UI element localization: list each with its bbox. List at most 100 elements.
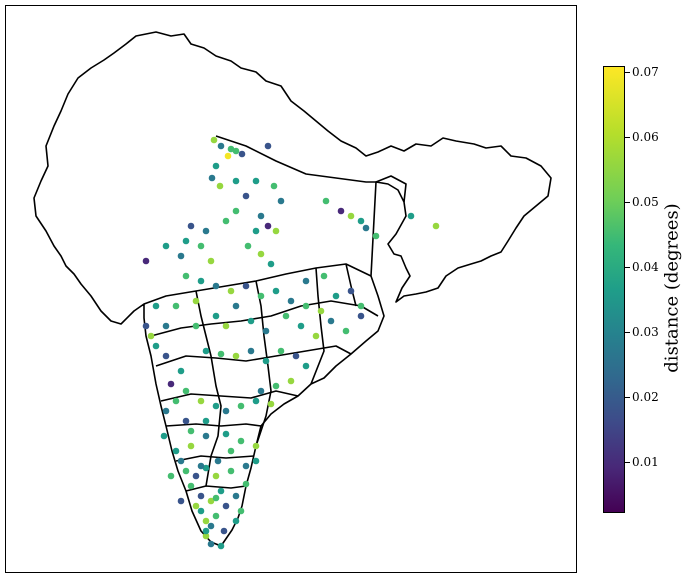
station-point <box>220 527 228 535</box>
colorbar-tick-label: 0.06 <box>632 130 659 144</box>
station-point <box>202 432 210 440</box>
station-point <box>207 522 215 530</box>
india-map <box>33 31 552 550</box>
station-point <box>197 242 205 250</box>
colorbar-tick <box>625 137 630 138</box>
division-boundary-5 <box>165 423 262 427</box>
station-point <box>167 380 175 388</box>
station-point <box>237 437 245 445</box>
station-point <box>227 145 235 153</box>
station-point <box>222 217 230 225</box>
station-point <box>302 277 310 285</box>
station-point <box>237 402 245 410</box>
division-boundary-2 <box>150 300 379 337</box>
division-boundary-11 <box>345 263 357 307</box>
station-point <box>172 447 180 455</box>
station-point <box>357 217 365 225</box>
station-point <box>252 177 260 185</box>
station-point <box>177 367 185 375</box>
station-point <box>212 402 220 410</box>
country-outline <box>33 31 552 547</box>
division-boundary-3 <box>155 345 352 367</box>
station-point <box>192 297 200 305</box>
station-point <box>372 232 380 240</box>
colorbar-tick-label: 0.03 <box>632 325 659 339</box>
station-point <box>212 472 220 480</box>
station-point <box>432 222 440 230</box>
station-point <box>252 457 260 465</box>
station-point <box>282 312 290 320</box>
station-point <box>162 352 170 360</box>
station-point <box>207 497 215 505</box>
station-point <box>192 472 200 480</box>
station-point <box>202 532 210 540</box>
station-point <box>302 302 310 310</box>
station-point <box>347 287 355 295</box>
station-point <box>407 212 415 220</box>
colorbar <box>603 66 625 513</box>
station-point <box>197 277 205 285</box>
colorbar-tick <box>625 332 630 333</box>
colorbar-tick <box>625 267 630 268</box>
station-point <box>162 407 170 415</box>
station-point <box>187 442 195 450</box>
station-point <box>244 242 252 250</box>
map-frame <box>5 5 577 573</box>
station-point <box>197 462 205 470</box>
station-point <box>152 342 160 350</box>
station-point <box>272 382 280 390</box>
station-point <box>317 307 325 315</box>
division-boundary-8 <box>195 290 222 487</box>
station-point <box>224 152 232 160</box>
colorbar-tick <box>625 397 630 398</box>
northern-boundary <box>215 135 376 183</box>
station-point <box>257 292 265 300</box>
station-point <box>347 212 355 220</box>
station-point <box>202 464 210 472</box>
station-point <box>264 222 272 230</box>
station-point <box>287 297 295 305</box>
station-point <box>262 357 270 365</box>
station-point <box>292 352 300 360</box>
station-point <box>216 182 224 190</box>
station-point <box>227 447 235 455</box>
station-point <box>197 492 205 500</box>
station-point <box>267 400 275 408</box>
station-point <box>187 427 195 435</box>
station-point <box>172 302 180 310</box>
station-point <box>227 287 235 295</box>
station-point <box>252 397 260 405</box>
station-point <box>357 312 365 320</box>
station-point <box>177 497 185 505</box>
station-point <box>267 260 275 268</box>
station-point <box>172 397 180 405</box>
station-point <box>242 282 250 290</box>
station-point <box>147 332 155 340</box>
station-point <box>232 352 240 360</box>
station-point <box>277 347 285 355</box>
station-point <box>202 527 210 535</box>
station-point <box>252 227 260 235</box>
station-point <box>207 257 215 265</box>
station-point <box>214 457 222 465</box>
station-point <box>322 197 330 205</box>
station-point <box>202 417 210 425</box>
station-point <box>162 322 170 330</box>
station-point <box>177 252 185 260</box>
station-point <box>242 192 250 200</box>
station-point <box>232 177 240 185</box>
station-point <box>142 322 150 330</box>
station-point <box>187 482 195 490</box>
colorbar-tick-label: 0.05 <box>632 195 659 209</box>
station-point <box>222 407 230 415</box>
division-boundary-4 <box>160 390 299 402</box>
division-boundary-6 <box>175 455 255 462</box>
colorbar-tick-label: 0.04 <box>632 260 659 274</box>
station-point <box>232 517 240 525</box>
station-point <box>182 417 190 425</box>
station-point <box>287 377 295 385</box>
station-point <box>332 292 340 300</box>
station-point <box>257 250 265 258</box>
colorbar-tick-label: 0.01 <box>632 455 659 469</box>
station-point <box>217 350 225 358</box>
